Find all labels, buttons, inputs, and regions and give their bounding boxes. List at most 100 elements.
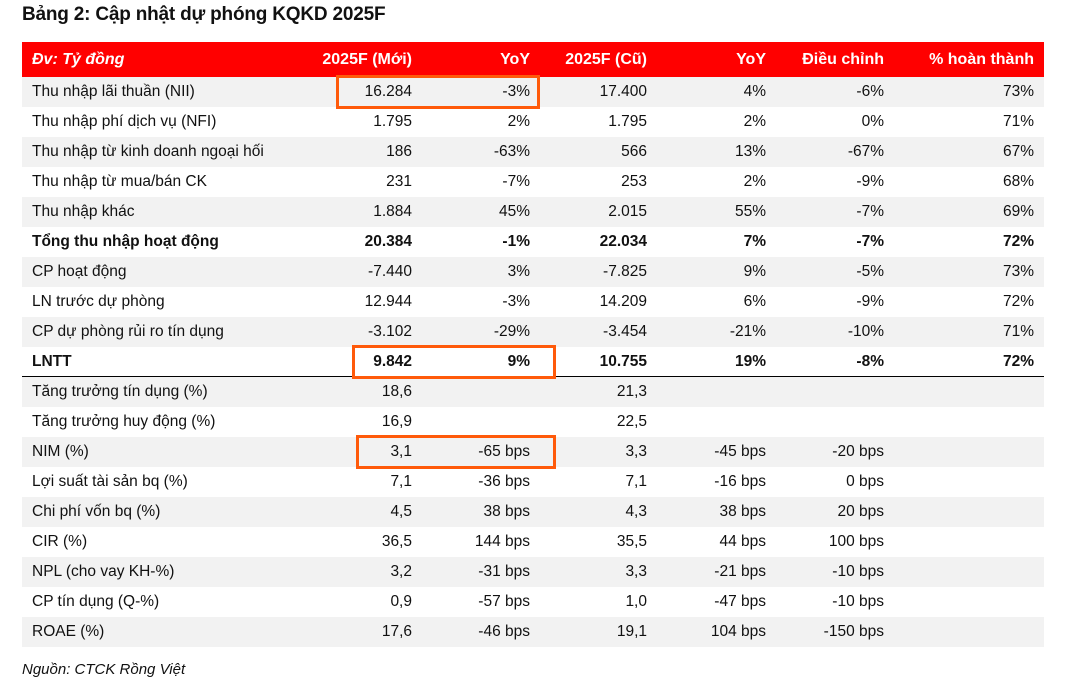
row-label: LNTT (32, 353, 72, 370)
table-row: CIR (%) 36,5 144 bps 35,5 44 bps 100 bps (22, 527, 1044, 557)
value-2025f-old: 14.209 (599, 293, 647, 310)
yoy-old: -45 bps (714, 442, 766, 460)
completion: 71% (1002, 323, 1034, 340)
adjustment: -6% (856, 83, 884, 100)
completion: 72% (1002, 233, 1034, 250)
value-2025f-new: 9.842 (373, 353, 412, 370)
yoy-new: 3% (507, 263, 530, 280)
table-row: Thu nhập lãi thuần (NII) 16.284 -3% 17.400 4… (22, 77, 1044, 107)
value-2025f-old: 1,0 (625, 592, 647, 610)
table-row: NPL (cho vay KH-%) 3,2 -31 bps 3,3 -21 bps -1… (22, 556, 1044, 587)
completion: 69% (1002, 203, 1034, 220)
table-row: ROAE (%) 17,6 -46 bps 19,1 104 bps -150 bps (22, 616, 1044, 647)
value-2025f-new: 17,6 (381, 622, 412, 640)
yoy-old: 6% (743, 293, 766, 310)
table-row: Thu nhập từ mua/bán CK 231 -7% 253 2% -9% 68% (22, 167, 1044, 197)
table-row: Thu nhập phí dịch vụ (NFI) 1.795 2% 1.795 2%… (22, 107, 1044, 137)
yoy-old: 9% (743, 263, 766, 280)
row-label: Thu nhập từ mua/bán CK (32, 173, 207, 190)
adjustment: -9% (856, 173, 884, 190)
yoy-new: -36 bps (478, 472, 530, 490)
value-2025f-old: 566 (621, 143, 647, 160)
value-2025f-old: 19,1 (616, 622, 647, 640)
value-2025f-old: 21,3 (616, 382, 647, 400)
yoy-old: 2% (743, 173, 766, 190)
yoy-new: -46 bps (478, 622, 530, 640)
completion: 73% (1002, 263, 1034, 280)
table-body: Thu nhập lãi thuần (NII) 16.284 -3% 17.400 4… (22, 77, 1044, 647)
row-label: Thu nhập khác (32, 203, 135, 220)
completion: 68% (1002, 173, 1034, 190)
adjustment: -9% (856, 293, 884, 310)
yoy-old: 7% (743, 233, 766, 250)
header-completion: % hoàn thành (929, 51, 1034, 68)
value-2025f-new: 3,1 (390, 442, 412, 460)
yoy-old: -16 bps (714, 472, 766, 490)
yoy-new: -57 bps (478, 592, 530, 610)
table-row: LN trước dự phòng 12.944 -3% 14.209 6% -9% 72% (22, 287, 1044, 317)
adjustment: -7% (856, 203, 884, 220)
value-2025f-new: 4,5 (390, 502, 412, 520)
table-row: NIM (%) 3,1 -65 bps 3,3 -45 bps -20 bps (22, 436, 1044, 467)
table-row: Tổng thu nhập hoạt động 20.384 -1% 22.034 7%… (22, 227, 1044, 257)
yoy-old: 104 bps (710, 622, 766, 640)
table-row: Lợi suất tài sản bq (%) 7,1 -36 bps 7,1 -16 … (22, 467, 1044, 497)
value-2025f-old: 22,5 (616, 412, 647, 430)
value-2025f-new: -7.440 (368, 263, 412, 280)
value-2025f-old: 4,3 (625, 502, 647, 520)
yoy-new: -7% (502, 173, 530, 190)
yoy-new: -31 bps (478, 562, 530, 580)
value-2025f-new: 0,9 (390, 592, 412, 610)
completion: 72% (1002, 353, 1034, 370)
header-adjustment: Điều chỉnh (802, 51, 884, 68)
row-label: NIM (%) (32, 442, 89, 460)
value-2025f-old: 22.034 (599, 233, 647, 250)
yoy-old: 4% (743, 83, 766, 100)
adjustment: -10 bps (832, 562, 884, 580)
header-2025f-new: 2025F (Mới) (322, 51, 412, 68)
adjustment: -7% (856, 233, 884, 250)
row-label: Lợi suất tài sản bq (%) (32, 472, 188, 490)
yoy-new: 9% (507, 353, 530, 370)
row-label: CIR (%) (32, 532, 88, 550)
yoy-old: -47 bps (714, 592, 766, 610)
value-2025f-old: -7.825 (603, 263, 647, 280)
value-2025f-old: -3.454 (603, 323, 647, 340)
table-title: Bảng 2: Cập nhật dự phóng KQKD 2025F (22, 4, 386, 25)
row-label: CP tín dụng (Q-%) (32, 592, 160, 610)
adjustment: 20 bps (837, 502, 884, 520)
table-row: Chi phí vốn bq (%) 4,5 38 bps 4,3 38 bps 20 b… (22, 496, 1044, 527)
value-2025f-old: 10.755 (599, 353, 647, 370)
value-2025f-new: 36,5 (381, 532, 412, 550)
row-label: CP hoạt động (32, 263, 127, 280)
value-2025f-new: 16.284 (364, 83, 412, 100)
adjustment: -8% (856, 353, 884, 370)
yoy-new: -63% (493, 143, 530, 160)
value-2025f-old: 2.015 (608, 203, 647, 220)
header-unit: Đv: Tỷ đồng (32, 51, 125, 68)
table-row: Tăng trưởng tín dụng (%) 18,6 21,3 (22, 376, 1044, 407)
adjustment: -5% (856, 263, 884, 280)
yoy-new: -1% (502, 233, 530, 250)
value-2025f-new: 20.384 (364, 233, 412, 250)
table-header-row: Đv: Tỷ đồng 2025F (Mới) YoY 2025F (Cũ) Y… (22, 42, 1044, 77)
value-2025f-old: 3,3 (625, 562, 647, 580)
row-label: Thu nhập lãi thuần (NII) (32, 83, 195, 100)
table-row: Tăng trưởng huy động (%) 16,9 22,5 (22, 407, 1044, 437)
table-row: LNTT 9.842 9% 10.755 19% -8% 72% (22, 347, 1044, 377)
header-2025f-old: 2025F (Cũ) (565, 51, 647, 68)
adjustment: 0% (861, 113, 884, 130)
yoy-old: -21 bps (714, 562, 766, 580)
value-2025f-new: 12.944 (364, 293, 412, 310)
value-2025f-new: 18,6 (381, 382, 412, 400)
row-label: Tăng trưởng tín dụng (%) (32, 382, 208, 400)
value-2025f-old: 35,5 (616, 532, 647, 550)
value-2025f-old: 1.795 (608, 113, 647, 130)
yoy-new: 2% (507, 113, 530, 130)
adjustment: 100 bps (828, 532, 884, 550)
completion: 71% (1002, 113, 1034, 130)
yoy-new: 45% (498, 203, 530, 220)
yoy-old: 38 bps (719, 502, 766, 520)
source-note: Nguồn: CTCK Rồng Việt (22, 661, 186, 678)
value-2025f-new: -3.102 (368, 323, 412, 340)
